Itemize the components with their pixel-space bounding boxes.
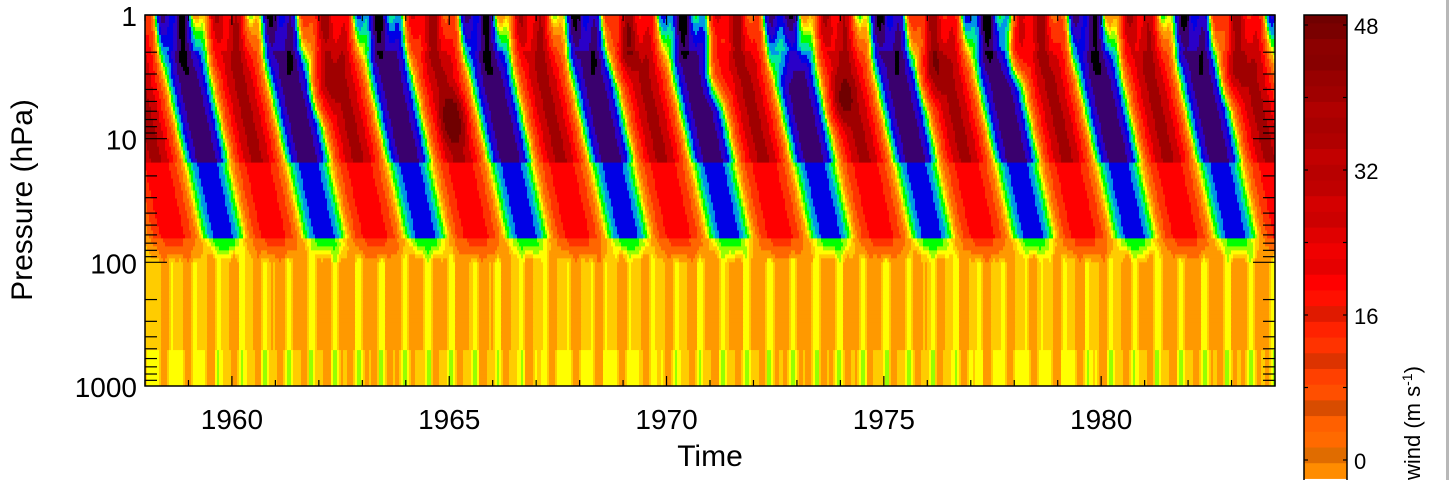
x-axis-tick-labels: 1960 1965 1970 1975 1980 bbox=[201, 404, 1133, 435]
y-axis-tick-labels: 1 10 100 1000 bbox=[75, 1, 137, 403]
y-axis-ticks bbox=[145, 14, 1275, 381]
x-tick-label: 1975 bbox=[853, 404, 915, 435]
x-axis-ticks bbox=[144, 15, 1276, 386]
colorbar-title: wind (m s-1) bbox=[1399, 366, 1425, 480]
x-tick-label: 1970 bbox=[635, 404, 697, 435]
colorbar: 0 16 32 48 wind (m s-1) bbox=[1303, 14, 1425, 480]
colorbar-tick-label: 0 bbox=[1354, 449, 1366, 474]
colorbar-ticks bbox=[1304, 24, 1347, 461]
x-tick-label: 1960 bbox=[201, 404, 263, 435]
plot-area bbox=[145, 15, 1275, 386]
x-tick-label: 1980 bbox=[1070, 404, 1132, 435]
colorbar-tick-label: 32 bbox=[1354, 159, 1378, 184]
colorbar-bands bbox=[1304, 15, 1347, 479]
y-axis-title: Pressure (hPa) bbox=[6, 99, 39, 301]
x-axis-title: Time bbox=[677, 440, 743, 473]
colorbar-tick-label: 16 bbox=[1354, 304, 1378, 329]
colorbar-frame bbox=[1303, 14, 1348, 480]
y-tick-label: 1000 bbox=[75, 372, 137, 403]
colorbar-tick-labels: 0 16 32 48 bbox=[1354, 14, 1378, 474]
y-tick-label: 100 bbox=[90, 248, 137, 279]
y-tick-label: 1 bbox=[121, 1, 137, 32]
y-tick-label: 10 bbox=[106, 125, 137, 156]
wind-field-contours bbox=[145, 15, 1275, 386]
window-edge bbox=[1446, 0, 1449, 480]
x-tick-label: 1965 bbox=[418, 404, 480, 435]
colorbar-tick-label: 48 bbox=[1354, 14, 1378, 39]
